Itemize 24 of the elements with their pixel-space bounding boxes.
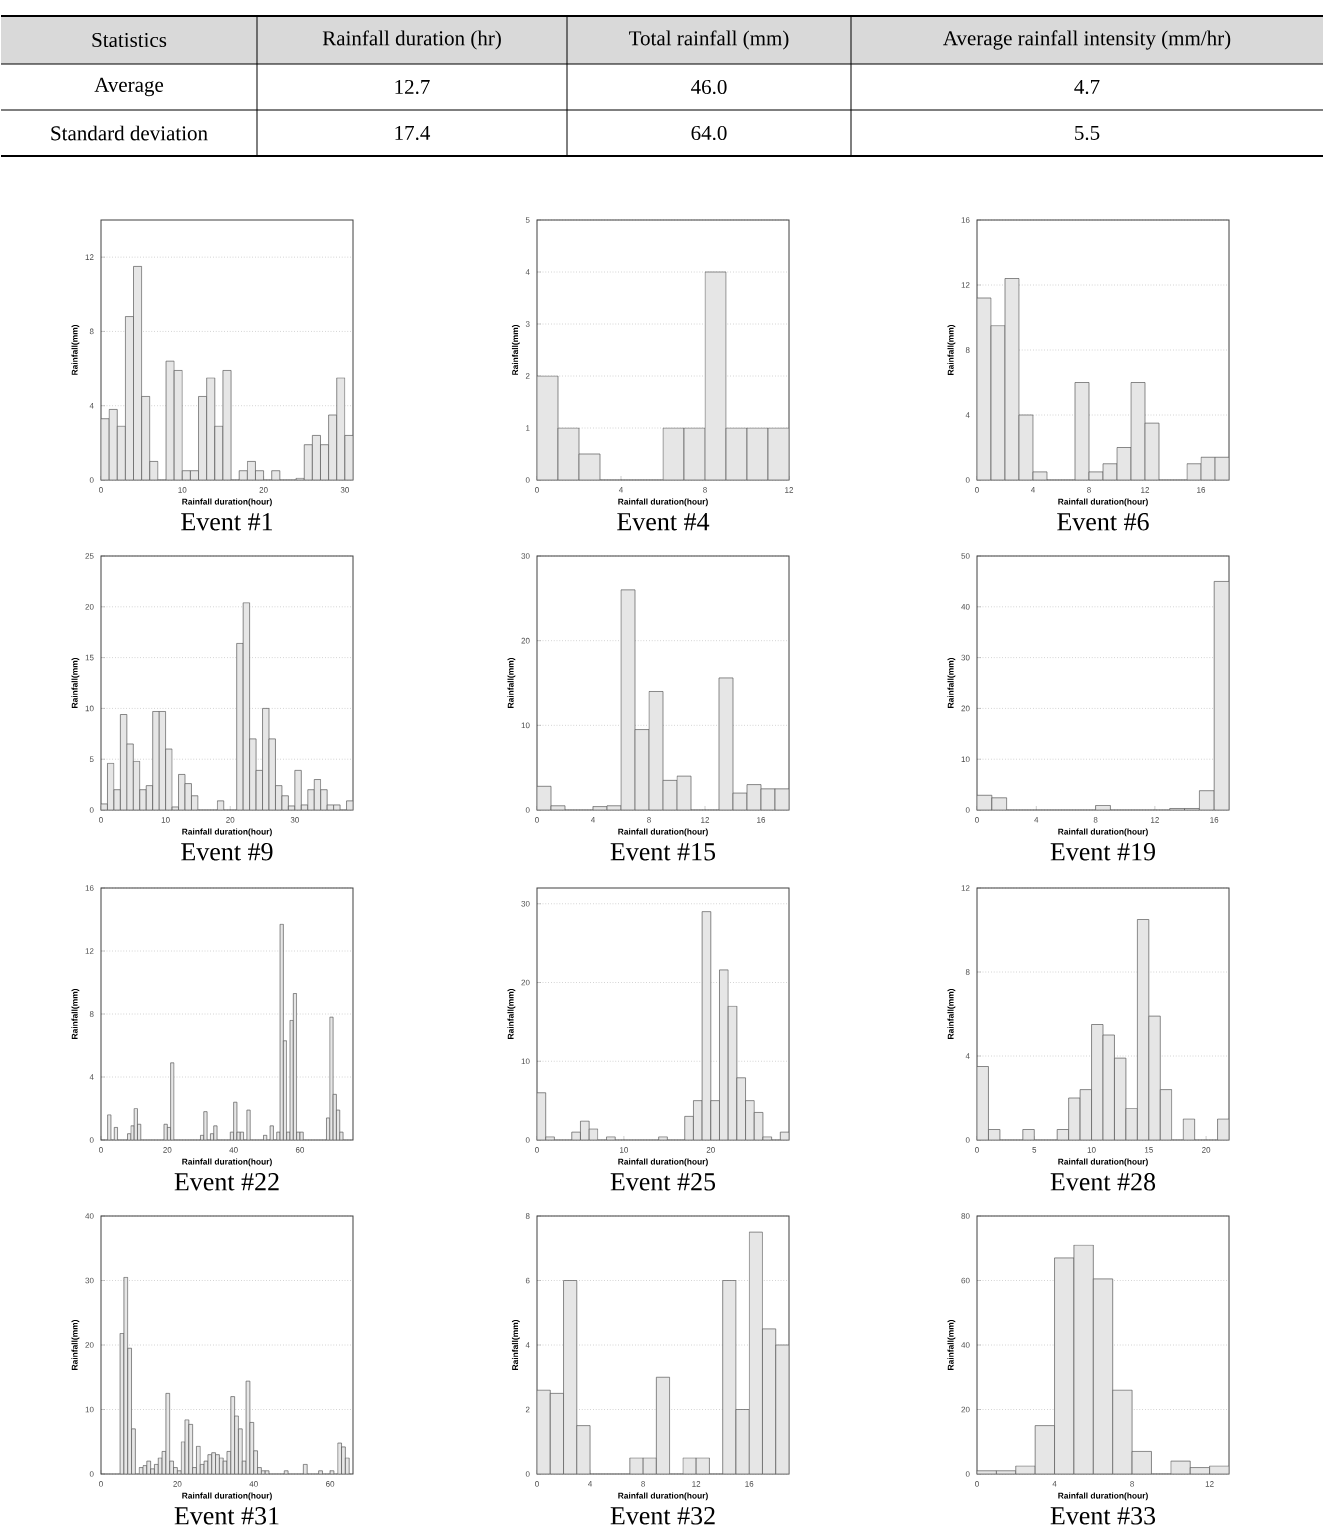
text: Event #1 — [181, 513, 273, 531]
text: Event #15 — [610, 843, 716, 861]
text: 12.7 — [395, 79, 430, 95]
text: Standard deviation — [51, 125, 208, 141]
text: 64.0 — [691, 125, 727, 141]
text: Average rainfall intensity (mm/hr) — [943, 30, 1231, 50]
text: 4.7 — [1074, 79, 1100, 95]
text: Total rainfall (mm) — [629, 30, 789, 50]
text: Event #19 — [1050, 843, 1155, 861]
text: Event #33 — [1050, 1507, 1156, 1525]
text: Event #28 — [1050, 1173, 1156, 1191]
text: Statistics — [92, 32, 167, 48]
text: Average — [94, 77, 164, 97]
text: Rainfall duration (hr) — [322, 30, 501, 50]
text: 5.5 — [1075, 125, 1100, 141]
text: Event #32 — [610, 1507, 715, 1525]
text: 17.4 — [395, 125, 431, 141]
text: Event #25 — [610, 1173, 716, 1191]
text: Event #4 — [617, 513, 710, 531]
text: 46.0 — [691, 79, 727, 95]
text: Event #31 — [174, 1507, 279, 1525]
text: Event #9 — [181, 843, 273, 861]
text: Event #22 — [174, 1173, 279, 1191]
text: Event #6 — [1057, 513, 1149, 531]
